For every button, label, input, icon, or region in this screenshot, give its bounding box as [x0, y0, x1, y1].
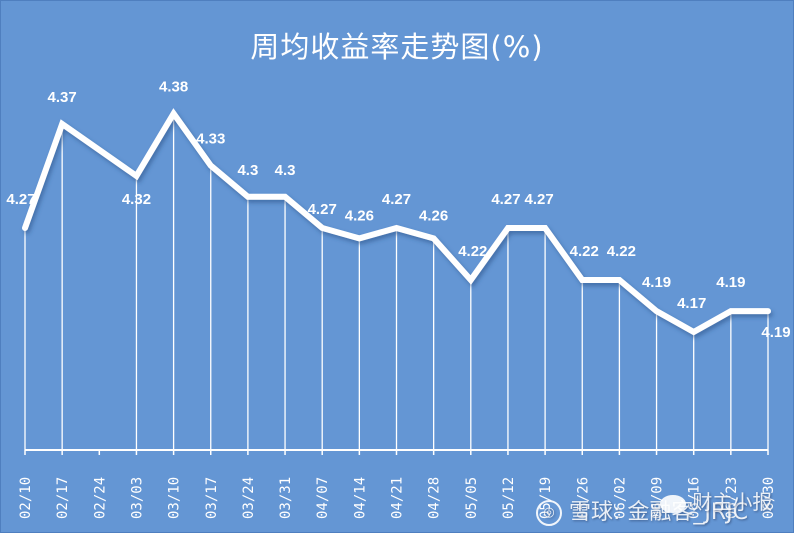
- data-label: 4.22: [458, 243, 487, 260]
- tick-label: 04/14: [352, 477, 368, 519]
- tick-label: 03/24: [241, 477, 257, 519]
- data-label: 4.3: [275, 162, 296, 179]
- xueqiu-logo-icon: ◎: [536, 500, 562, 526]
- data-label: 4.27: [524, 191, 553, 208]
- data-label: 4.3: [237, 162, 258, 179]
- tick-label: 06/02: [612, 477, 628, 519]
- tick-label: 03/31: [278, 477, 294, 519]
- tick-label: 05/12: [501, 477, 517, 519]
- data-label: 4.19: [716, 274, 745, 291]
- x-axis: [24, 449, 769, 455]
- data-line: [22, 108, 771, 336]
- tick-label: 06/16: [687, 477, 703, 519]
- data-label: 4.22: [570, 243, 599, 260]
- data-label: 4.26: [419, 207, 448, 224]
- data-label: 4.19: [761, 324, 790, 341]
- data-label: 4.33: [196, 131, 225, 148]
- data-label: 4.27: [308, 201, 337, 218]
- data-label: 4.27: [491, 191, 520, 208]
- data-label: 4.38: [159, 79, 188, 96]
- tick-label: 02/24: [92, 477, 108, 519]
- chart-title: 周均收益率走势图(%): [250, 30, 544, 64]
- data-label: 4.32: [122, 191, 151, 208]
- tick-label: 03/17: [204, 477, 220, 519]
- watermark-right: 财主小报: [660, 486, 772, 515]
- data-label: 4.37: [48, 89, 77, 106]
- data-label: 4.26: [345, 207, 374, 224]
- data-labels: 4.274.374.324.384.334.3 4.34.27 4.264.274.…: [6, 79, 790, 342]
- x-axis-tick-labels: 02/10 02/17 02/24 03/03 03/10 03/17 03/24 03/31…: [18, 477, 777, 519]
- watermark-left: ◎ 雪球: 金融客_JRJC: [536, 494, 748, 526]
- tick-label: 03/03: [129, 477, 145, 519]
- wechat-icon: [660, 494, 686, 513]
- data-label: 4.27: [6, 191, 35, 208]
- tick-label: 05/05: [464, 477, 480, 519]
- data-label: 4.17: [677, 295, 706, 312]
- tick-label: 04/07: [315, 477, 331, 519]
- data-label: 4.19: [642, 274, 671, 291]
- drop-lines: [24, 113, 769, 450]
- data-label: 4.27: [382, 191, 411, 208]
- data-label: 4.22: [607, 243, 636, 260]
- tick-label: 06/23: [724, 477, 740, 519]
- tick-label: 02/10: [18, 477, 34, 519]
- tick-label: 02/17: [55, 477, 71, 519]
- tick-label: 06/30: [761, 477, 777, 519]
- tick-label: 03/10: [167, 477, 183, 519]
- tick-label: 04/21: [390, 477, 406, 519]
- tick-label: 05/26: [575, 477, 591, 519]
- tick-label: 04/28: [427, 477, 443, 519]
